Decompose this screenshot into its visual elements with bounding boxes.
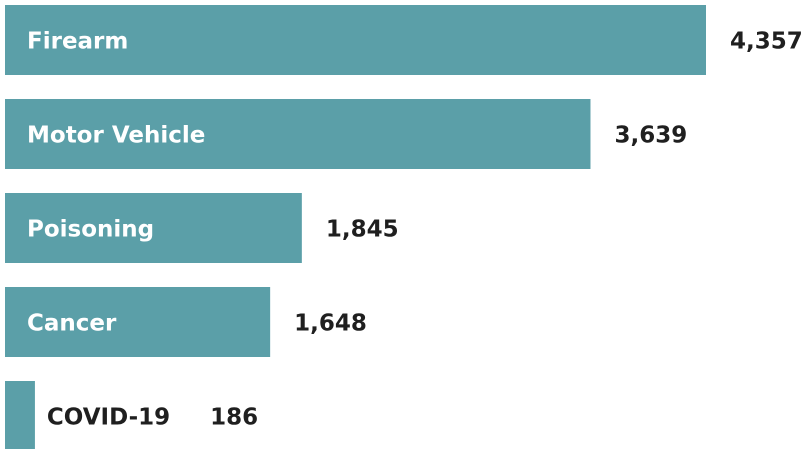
bar	[5, 287, 271, 357]
value-label: 4,357	[730, 29, 801, 55]
category-label: Cancer	[27, 311, 117, 337]
value-label: 3,639	[614, 123, 687, 149]
value-label: 1,845	[326, 217, 399, 243]
category-label: Firearm	[27, 29, 128, 55]
bar	[5, 193, 302, 263]
bar	[5, 99, 591, 169]
category-label: Motor Vehicle	[27, 123, 205, 149]
category-label: Poisoning	[27, 217, 154, 243]
category-label: COVID-19	[47, 405, 170, 431]
bar	[5, 381, 35, 449]
value-label: 186	[210, 405, 258, 431]
value-label: 1,648	[294, 311, 367, 337]
bar	[5, 5, 706, 75]
